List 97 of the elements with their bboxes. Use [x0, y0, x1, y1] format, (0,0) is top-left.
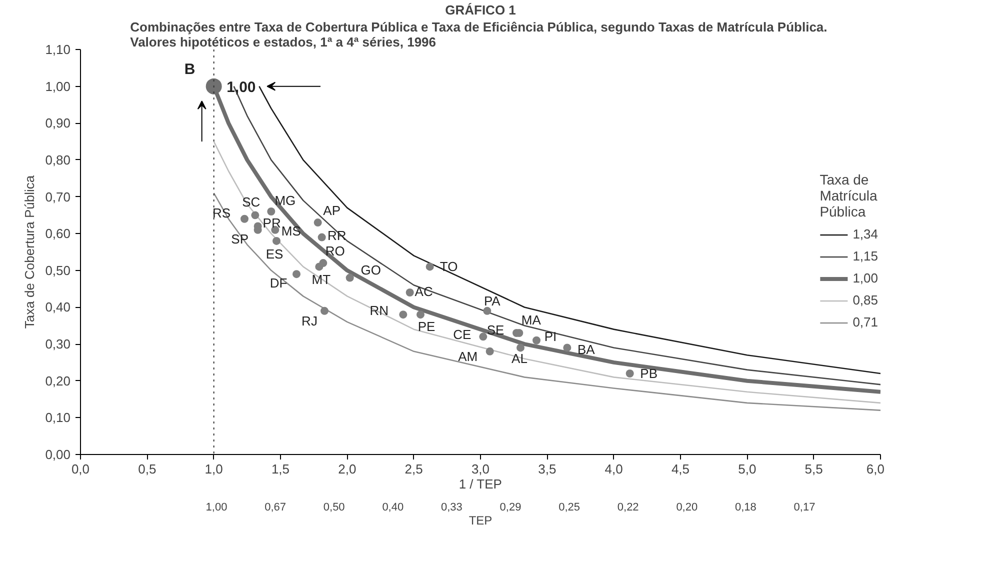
y-tick-label: 0,40 [45, 300, 71, 315]
annotation: MT [312, 272, 331, 288]
point [626, 370, 634, 378]
annotation: SC [242, 194, 260, 210]
point [318, 233, 326, 242]
annotation: ES [266, 246, 284, 262]
annotation: SP [231, 231, 249, 246]
x-tick-label: 3,5 [538, 462, 556, 476]
point [346, 274, 354, 282]
annotation: GO [360, 262, 381, 278]
x-tick-label: 2,5 [404, 462, 423, 476]
point [479, 332, 488, 341]
text: 0,20 [676, 502, 698, 514]
annotation: RJ [302, 313, 318, 328]
legend-label: 1,34 [852, 226, 878, 242]
text: TEP [468, 514, 492, 528]
annotation: RN [370, 303, 389, 318]
annotation: AP [323, 203, 341, 218]
text: 0,18 [734, 502, 756, 514]
text: 0,29 [500, 502, 522, 514]
text: 0,40 [382, 502, 404, 514]
annotation: RO [325, 244, 345, 259]
legend-title: Taxa de Matrícula Pública [820, 171, 878, 219]
point [416, 310, 424, 319]
point [267, 208, 276, 216]
y-tick-label: 0,90 [45, 116, 71, 131]
y-tick-label: 0,10 [45, 410, 71, 426]
y-tick-label: 0,20 [45, 373, 71, 388]
point [272, 236, 280, 245]
text: 0,25 [558, 502, 580, 514]
annotation: RS [212, 205, 231, 220]
text: 0,33 [440, 502, 462, 514]
annotation: CE [453, 327, 472, 342]
annotation: PR [262, 216, 281, 231]
annotation: MG [274, 193, 296, 208]
legend-label: 0,71 [852, 314, 878, 330]
annotation: MS [281, 223, 302, 238]
text: 1,00 [206, 502, 228, 514]
point [516, 344, 524, 352]
point [563, 344, 572, 352]
point [315, 262, 324, 271]
x-tick-label: 0,0 [71, 462, 90, 476]
chart-subtitle: Combinações entre Taxa de Cobertura Pública e Taxa de Eficiência Pública, segundo Taxas de Matrícula Pública. Valores hipotéticos e estados, 1ª a 4ª séries, 1996 [130, 20, 828, 50]
annotation: AM [458, 348, 478, 364]
text: 0,22 [617, 502, 639, 514]
annotation: AC [414, 284, 433, 299]
annotation: PE [418, 319, 436, 334]
x-tick-label: 5,0 [738, 462, 756, 476]
annotation: BA [577, 342, 596, 358]
x-tick-label: 3,0 [471, 462, 490, 476]
point [532, 336, 540, 344]
text: 0,17 [794, 502, 816, 514]
legend-label: 1,15 [852, 248, 878, 264]
point [251, 211, 260, 220]
annotation: PA [484, 293, 501, 308]
annotation: MA [521, 312, 542, 328]
point [406, 288, 414, 296]
point [483, 306, 492, 315]
point [399, 310, 408, 319]
chart-title: GRÁFICO 1 [445, 2, 516, 18]
x-tick-label: 6,0 [866, 462, 885, 476]
line-series [213, 140, 880, 404]
annotation: AL [512, 351, 528, 366]
x-tick-label: 4,5 [671, 462, 690, 476]
y-tick-label: 1,10 [45, 42, 71, 57]
text: 0,50 [323, 502, 345, 514]
point [240, 214, 248, 223]
y-tick-label: 1,00 [45, 78, 71, 94]
x-tick-label: 5,5 [804, 462, 823, 476]
point [292, 270, 300, 278]
x-tick-label: 4,0 [604, 462, 623, 476]
point [314, 218, 322, 227]
line-series [213, 192, 880, 411]
x-tick-label: 1,0 [204, 462, 223, 476]
annotation: B [184, 60, 196, 78]
y-tick-label: 0,80 [45, 152, 71, 168]
y-axis-title: Taxa de Cobertura Pública [22, 174, 38, 329]
annotation: TO [440, 259, 458, 274]
text: 0,67 [264, 502, 286, 514]
legend-label: 1,00 [852, 270, 878, 286]
y-tick-label: 0,50 [45, 262, 71, 278]
x-tick-label: 0,5 [138, 462, 156, 476]
point [320, 306, 328, 315]
legend-label: 0,85 [852, 292, 878, 308]
point [426, 262, 434, 271]
y-tick-label: 0,60 [45, 226, 71, 242]
x-tick-label: 1,5 [271, 462, 290, 476]
y-tick-label: 0,00 [45, 447, 71, 462]
point [486, 347, 494, 356]
annotation: PI [544, 328, 557, 344]
y-tick-label: 0,30 [45, 336, 71, 352]
x-tick-label: 2,0 [338, 462, 356, 476]
x-axis-title: 1 / TEP [458, 476, 502, 492]
annotation: PB [640, 366, 658, 381]
annotation: 1,00 [226, 78, 256, 96]
y-tick-label: 0,70 [45, 189, 71, 204]
annotation: DF [270, 276, 288, 291]
